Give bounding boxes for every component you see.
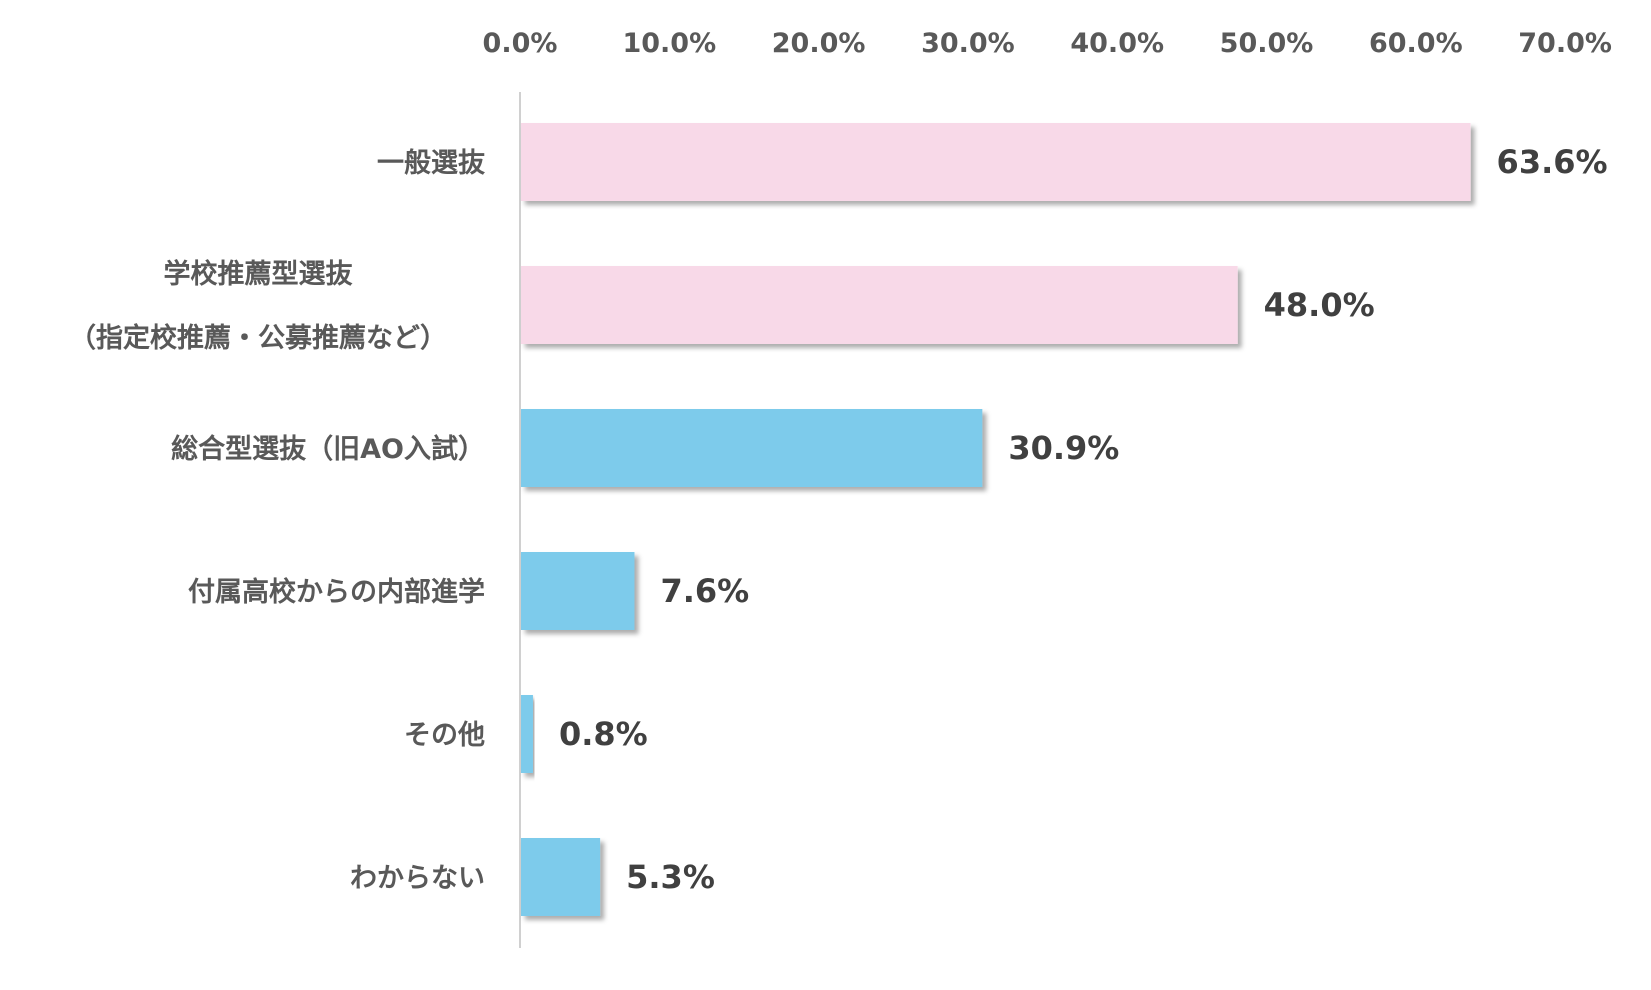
x-tick-label: 40.0% [1070, 28, 1164, 59]
category-label: 総合型選抜（旧AO入試） [171, 433, 485, 465]
value-label: 48.0% [1264, 286, 1375, 324]
value-label: 7.6% [660, 572, 749, 610]
category-label: 一般選抜 [377, 147, 486, 179]
bar [521, 266, 1238, 344]
bar [521, 552, 635, 630]
category-label: 学校推薦型選抜 [164, 258, 354, 290]
bar [521, 123, 1471, 201]
value-label: 63.6% [1497, 143, 1608, 181]
x-tick-label: 50.0% [1220, 28, 1314, 59]
bar [521, 695, 533, 773]
x-tick-label: 10.0% [622, 28, 716, 59]
value-label: 0.8% [559, 715, 648, 753]
x-tick-label: 70.0% [1518, 28, 1612, 59]
value-labels: 63.6% 48.0% 30.9% 7.6% 0.8% 5.3% [559, 143, 1608, 896]
value-label: 5.3% [626, 858, 715, 896]
category-label: わからない [350, 863, 485, 894]
bars [521, 123, 1471, 916]
x-tick-label: 0.0% [483, 28, 558, 59]
category-label: （指定校推薦・公募推薦など） [69, 322, 447, 354]
x-tick-label: 20.0% [772, 28, 866, 59]
bar [521, 838, 601, 916]
category-label: 付属高校からの内部進学 [188, 576, 485, 608]
x-axis-ticks: 0.0% 10.0% 20.0% 30.0% 40.0% 50.0% 60.0% 70.0% [483, 28, 1612, 59]
x-tick-label: 30.0% [921, 28, 1015, 59]
bar [521, 409, 983, 487]
x-tick-label: 60.0% [1369, 28, 1463, 59]
value-label: 30.9% [1008, 429, 1119, 467]
category-label: その他 [404, 720, 485, 751]
